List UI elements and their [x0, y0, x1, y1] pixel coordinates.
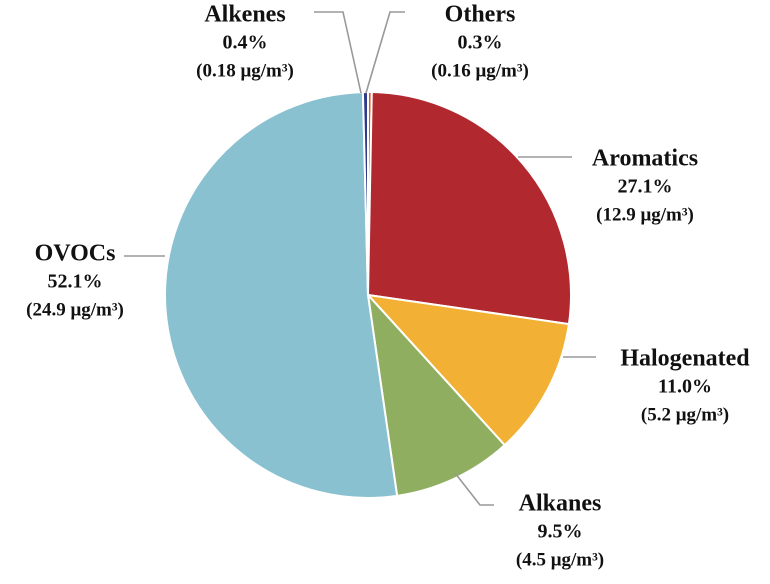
- slice-concentration: (12.9 μg/m³): [596, 204, 694, 225]
- slice-name: Aromatics: [592, 146, 698, 172]
- pie-slice: [164, 91, 399, 499]
- slice-name: Others: [445, 2, 516, 28]
- slice-concentration: (24.9 μg/m³): [26, 299, 124, 320]
- slice-name: Halogenated: [620, 346, 750, 372]
- pie-slice: [366, 291, 507, 498]
- slice-percent: 27.1%: [618, 176, 673, 198]
- slice-concentration: (0.16 μg/m³): [431, 60, 529, 81]
- slice-concentration: (4.5 μg/m³): [516, 549, 604, 570]
- slice-percent: 11.0%: [658, 376, 712, 398]
- pie-slice: [366, 91, 572, 326]
- pie-slice: [365, 293, 571, 447]
- slice-percent: 0.3%: [458, 32, 503, 54]
- slice-name: Alkenes: [204, 2, 285, 28]
- slice-concentration: (5.2 μg/m³): [641, 404, 729, 425]
- slice-name: OVOCs: [35, 241, 116, 267]
- slice-concentration: (0.18 μg/m³): [196, 60, 294, 81]
- slice-percent: 52.1%: [48, 271, 103, 293]
- leader-line: [314, 11, 362, 94]
- leader-line: [365, 11, 405, 94]
- slice-percent: 9.5%: [538, 521, 583, 543]
- leader-line: [454, 472, 494, 506]
- slice-percent: 0.4%: [223, 32, 268, 54]
- slice-name: Alkanes: [519, 491, 602, 517]
